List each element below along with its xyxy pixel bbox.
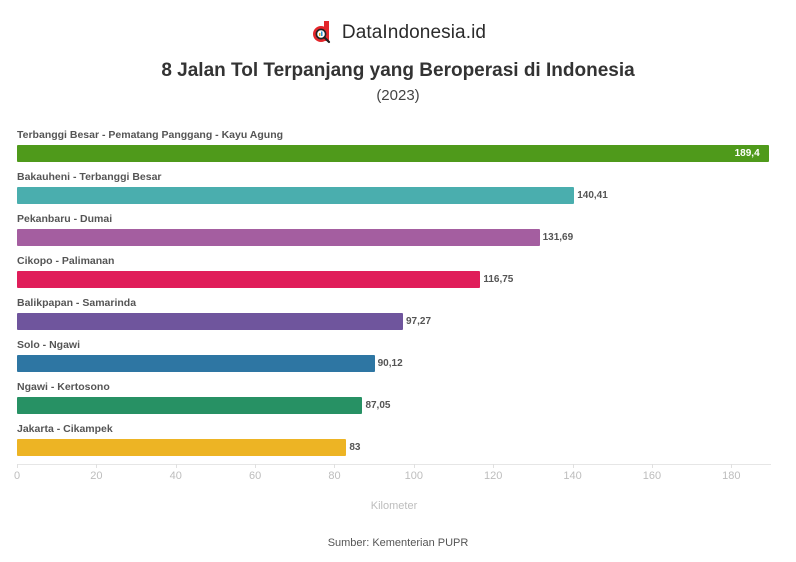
x-axis-tick (175, 464, 177, 468)
x-axis-tick (731, 464, 733, 468)
chart-subtitle: (2023) (376, 87, 420, 104)
x-axis-tick-label: 100 (404, 470, 424, 482)
bar[interactable] (17, 397, 363, 414)
x-axis-tick (651, 464, 653, 468)
x-axis-tick (334, 464, 336, 468)
bar-value-label: 189,4 (734, 148, 760, 159)
x-axis-tick (255, 464, 257, 468)
bar[interactable] (17, 145, 769, 162)
bar[interactable] (17, 187, 575, 204)
bar-value-label: 90,12 (377, 358, 403, 369)
x-axis-tick-label: 140 (563, 470, 582, 482)
x-axis-tick-label: 160 (642, 470, 662, 482)
x-axis-tick (493, 464, 495, 468)
x-axis-tick-label: 120 (484, 470, 503, 482)
brand-header: DataIndonesia.id (0, 20, 796, 46)
bar[interactable] (17, 271, 481, 288)
bar-label: Jakarta - Cikampek (17, 423, 113, 435)
bar-value-label: 131,69 (542, 232, 574, 243)
source-note: Sumber: Kementerian PUPR (327, 537, 469, 549)
bar-label: Bakauheni - Terbanggi Besar (17, 171, 162, 183)
bar-value-label: 87,05 (365, 400, 391, 411)
bar-value-label: 83 (349, 442, 361, 453)
bar[interactable] (17, 229, 540, 246)
bar[interactable] (17, 355, 375, 372)
x-axis-tick (96, 464, 98, 468)
x-axis-tick-label: 40 (169, 470, 182, 482)
x-axis-tick (572, 464, 574, 468)
bar[interactable] (17, 439, 347, 456)
x-axis-label: Kilometer (370, 500, 418, 512)
x-axis-tick (17, 464, 18, 468)
brand-name: DataIndonesia.id (341, 22, 487, 43)
bar-value-label: 140,41 (577, 190, 608, 201)
bar-label: Balikpapan - Samarinda (17, 297, 137, 309)
x-axis-tick-label: 20 (90, 470, 103, 482)
x-axis-tick-label: 180 (722, 470, 741, 482)
bar-value-label: 97,27 (406, 316, 432, 327)
bar[interactable] (17, 313, 403, 330)
x-axis-tick-label: 80 (328, 470, 341, 482)
x-axis-tick-label: 0 (13, 470, 21, 482)
bar-value-label: 116,75 (483, 274, 514, 285)
bar-label: Cikopo - Palimanan (17, 255, 115, 267)
chart-title: 8 Jalan Tol Terpanjang yang Beroperasi d… (161, 60, 635, 81)
magnifier-d-logo-icon (310, 20, 334, 46)
x-axis-tick-label: 60 (248, 470, 262, 482)
bar-label: Solo - Ngawi (17, 339, 80, 351)
x-axis-tick (413, 464, 415, 468)
x-axis-line (17, 464, 771, 465)
bar-label: Terbanggi Besar - Pematang Panggang - Ka… (17, 129, 284, 141)
bar-label: Pekanbaru - Dumai (17, 213, 113, 225)
bar-label: Ngawi - Kertosono (17, 381, 110, 393)
